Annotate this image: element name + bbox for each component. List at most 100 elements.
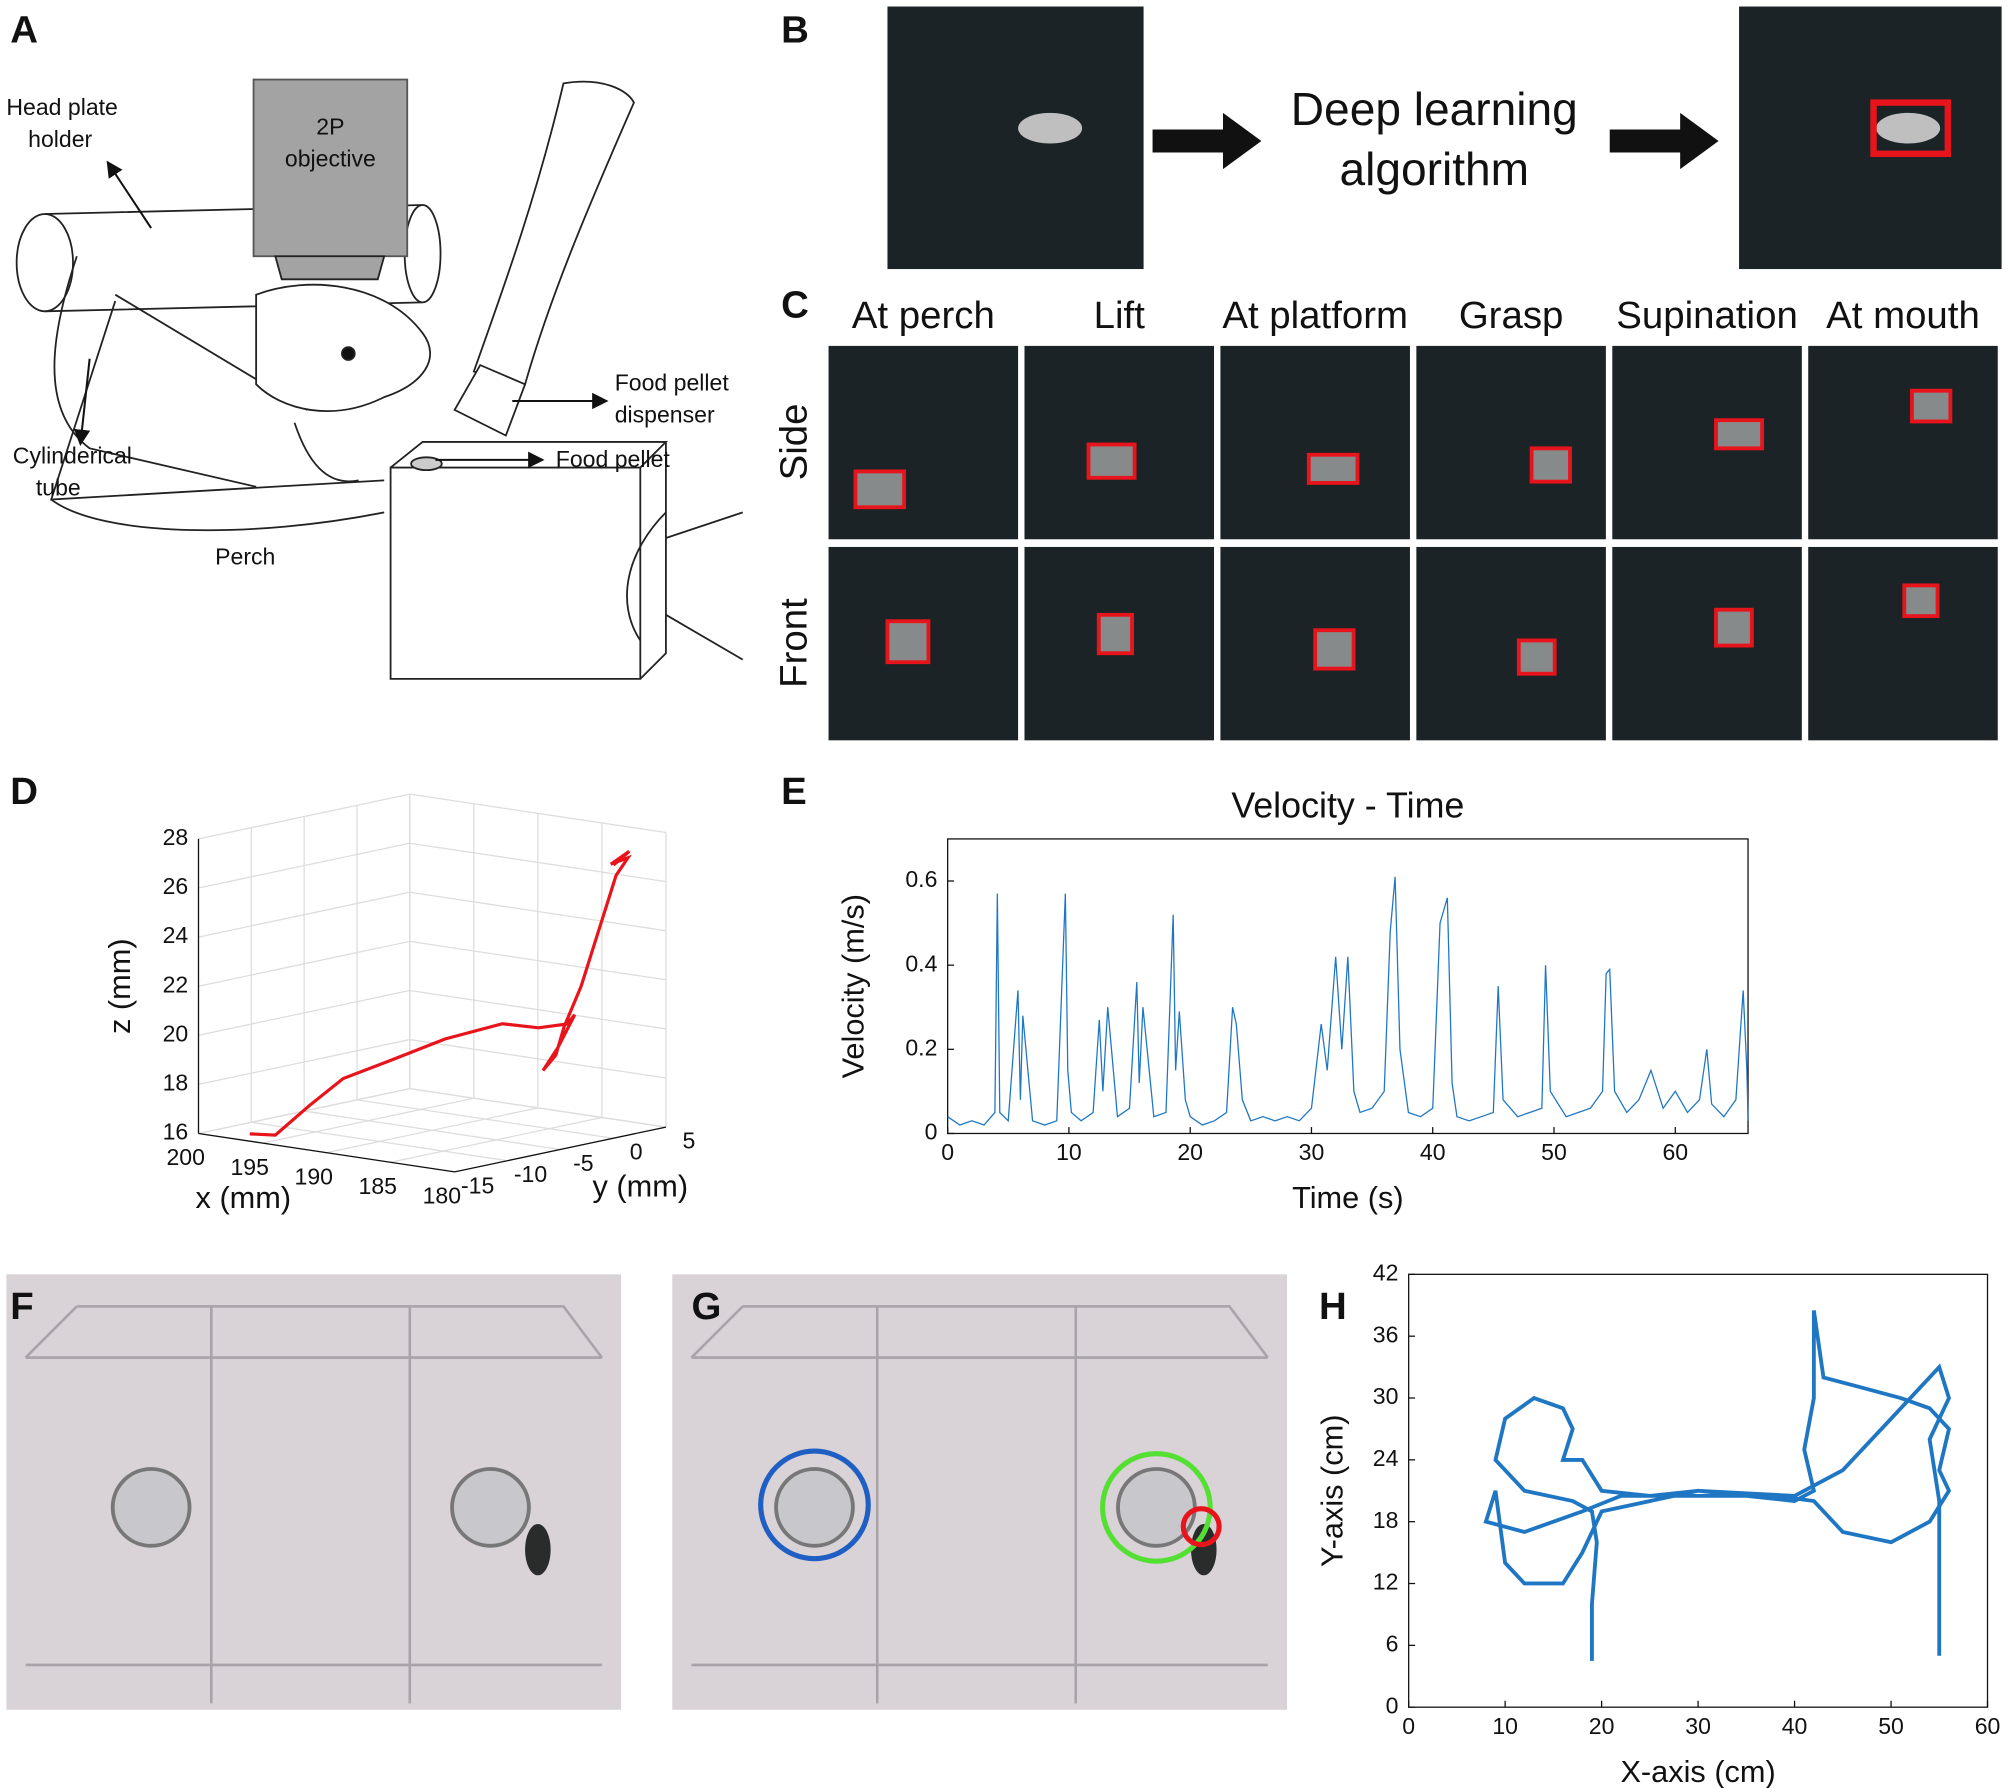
diagram-label: 2P — [316, 113, 344, 139]
y-tick-label: 6 — [1386, 1630, 1399, 1656]
y-tick-label: 0.4 — [905, 950, 937, 976]
x-tick-label: 180 — [423, 1183, 461, 1209]
x-tick-label: 50 — [1541, 1139, 1567, 1165]
paw-box — [1531, 448, 1571, 482]
frame — [1416, 345, 1606, 540]
column-header: Grasp — [1459, 294, 1564, 337]
frame — [1808, 345, 1998, 540]
diagram-label: dispenser — [615, 401, 715, 427]
z-axis-label: z (mm) — [102, 938, 137, 1034]
z-tick-label: 28 — [163, 824, 189, 850]
data-line — [947, 876, 1749, 1126]
diagram-label: Perch — [215, 544, 275, 570]
x-tick-label: 0 — [941, 1139, 954, 1165]
row-label: Side — [773, 404, 816, 481]
paw-box — [887, 621, 929, 663]
frame — [828, 345, 1019, 540]
y-axis-label: Velocity (m/s) — [836, 894, 871, 1078]
diagram-label: Cylinderical — [13, 442, 132, 468]
column-header: At perch — [852, 294, 995, 337]
x-tick-label: 20 — [1589, 1713, 1615, 1739]
x-tick-label: 60 — [1662, 1139, 1688, 1165]
behavior-frames — [828, 345, 1998, 741]
paw-box — [885, 619, 931, 665]
grid-line — [326, 1107, 538, 1154]
panel-label: G — [692, 1285, 722, 1328]
panel-label: A — [10, 8, 38, 51]
x-axis-label: x (mm) — [196, 1180, 292, 1215]
diagram-label: objective — [285, 145, 376, 171]
x-tick-label: 40 — [1420, 1139, 1446, 1165]
video-frames — [887, 6, 2002, 270]
x-tick-label: 30 — [1685, 1713, 1711, 1739]
x-tick-label: 10 — [1056, 1139, 1082, 1165]
paw-box — [1088, 444, 1135, 478]
paw-box — [1518, 640, 1555, 674]
x-axis-label: X-axis (cm) — [1620, 1754, 1775, 1788]
paw-box — [1714, 607, 1754, 648]
x-axis — [198, 1132, 455, 1173]
frame — [1808, 546, 1998, 741]
trajectory-3d — [249, 850, 632, 1137]
z-tick-label: 16 — [163, 1119, 189, 1145]
y-tick-label: 0 — [630, 1139, 643, 1165]
frame — [1416, 546, 1606, 741]
paw-box — [1714, 418, 1765, 451]
paw-box — [1516, 638, 1557, 676]
x-tick-label: 50 — [1878, 1713, 1904, 1739]
paw-box — [1911, 390, 1951, 422]
diagram-label: Food pellet — [615, 369, 730, 395]
grid-line — [262, 1097, 474, 1144]
column-header: Lift — [1094, 294, 1146, 337]
y-tick-label: 0 — [1386, 1692, 1399, 1718]
arena-photos — [6, 1274, 1288, 1710]
y-tick-label: 0 — [925, 1119, 938, 1145]
frame — [1612, 345, 1802, 540]
column-header: Supination — [1616, 294, 1798, 337]
y-tick-label: 42 — [1373, 1259, 1399, 1285]
paw-box — [1529, 446, 1572, 484]
z-tick-label: 20 — [163, 1020, 189, 1046]
paw-box — [1716, 420, 1763, 449]
z-tick-label: 26 — [163, 873, 189, 899]
algorithm-label: algorithm — [1339, 143, 1529, 195]
z-tick-label: 24 — [163, 922, 189, 948]
setup-diagram — [15, 78, 744, 680]
y-tick-label: -10 — [514, 1161, 547, 1187]
column-header: At mouth — [1826, 294, 1980, 337]
data-line — [1483, 1310, 1952, 1661]
diagram-label: tube — [36, 474, 81, 500]
y-tick-label: 24 — [1373, 1445, 1399, 1471]
panel-label: H — [1319, 1285, 1347, 1328]
paw-box — [1315, 630, 1354, 669]
plot-frame — [947, 838, 1749, 1135]
frame — [1612, 546, 1802, 741]
x-tick-label: 0 — [1402, 1713, 1415, 1739]
x-tick-label: 200 — [166, 1144, 204, 1170]
panel-label: C — [781, 284, 809, 327]
panel-label: D — [10, 770, 38, 813]
row-label: Front — [773, 598, 816, 688]
paw-box — [1313, 628, 1356, 671]
z-tick-label: 18 — [163, 1069, 189, 1095]
x-axis-label: Time (s) — [1292, 1180, 1403, 1215]
y-tick-label: -5 — [573, 1150, 594, 1176]
paw-box — [1306, 452, 1360, 485]
y-tick-label: 5 — [683, 1128, 696, 1154]
diagram-label: Food pellet — [556, 446, 671, 472]
paw-box — [1098, 614, 1133, 654]
x-tick-label: 60 — [1975, 1713, 2001, 1739]
paw-box — [1902, 583, 1940, 619]
y-tick-label: 0.6 — [905, 866, 937, 892]
x-tick-label: 30 — [1299, 1139, 1325, 1165]
x-tick-label: 195 — [230, 1154, 268, 1180]
panel-label: B — [781, 8, 809, 51]
y-tick-label: 36 — [1373, 1321, 1399, 1347]
grid-line — [390, 1116, 603, 1163]
x-tick-label: 10 — [1492, 1713, 1518, 1739]
x-tick-label: 190 — [295, 1163, 333, 1189]
y-tick-label: 0.2 — [905, 1034, 937, 1060]
paw-box — [1716, 609, 1752, 646]
y-axis — [454, 1126, 667, 1173]
